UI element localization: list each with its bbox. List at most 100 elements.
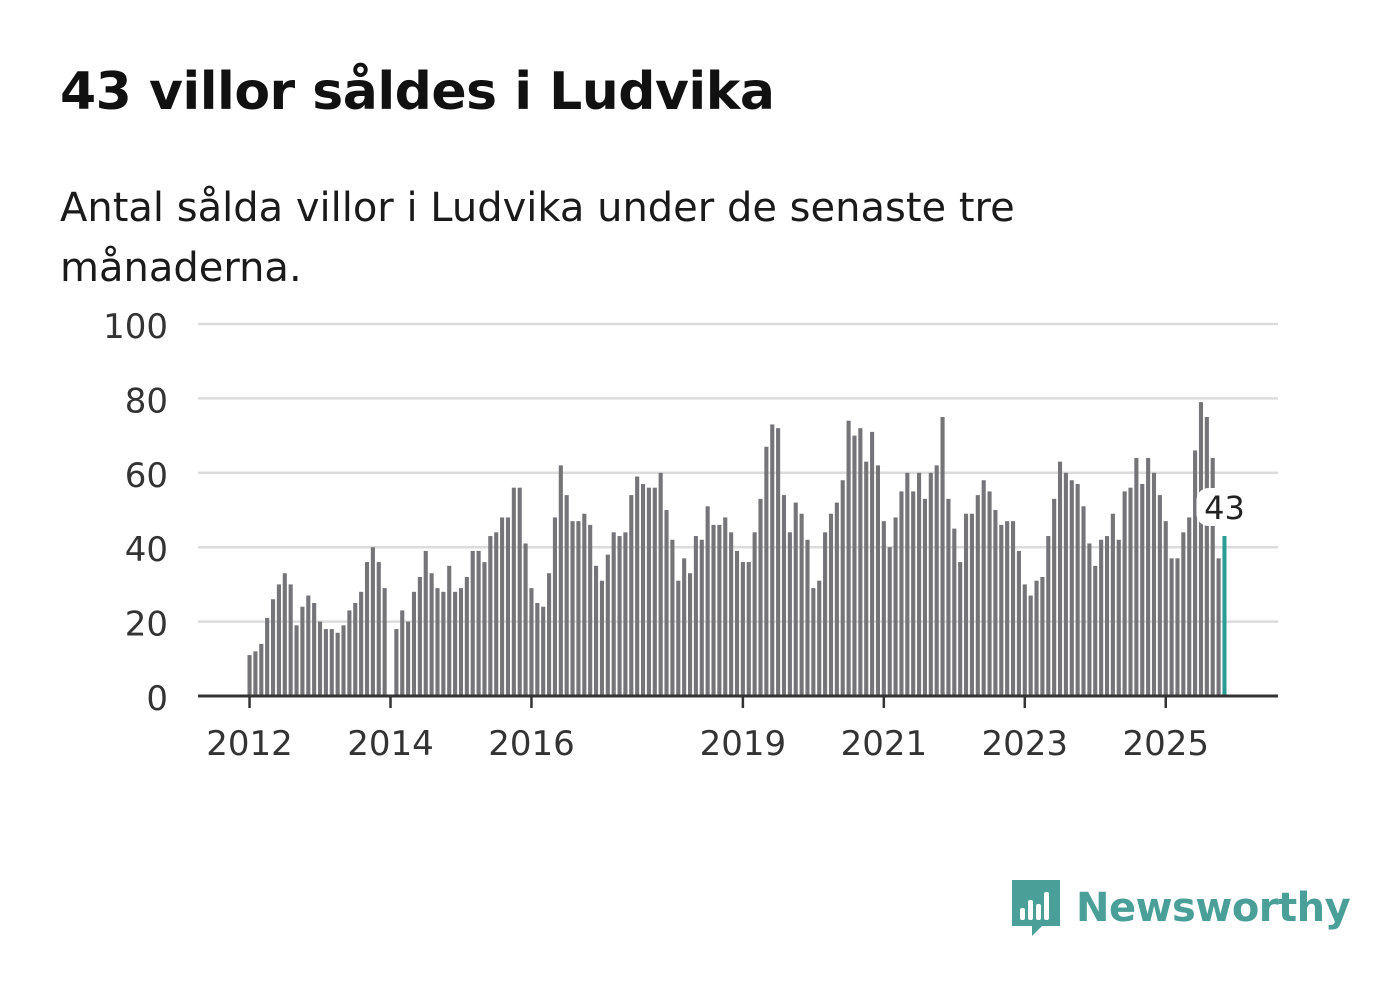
bar <box>341 625 346 696</box>
bar <box>823 532 828 696</box>
bar <box>981 480 986 696</box>
bar <box>323 629 328 696</box>
bar <box>905 472 910 696</box>
bar <box>676 580 681 696</box>
bar <box>658 472 663 696</box>
bar <box>570 521 575 696</box>
bar-highlight <box>1222 536 1227 696</box>
bar <box>652 487 657 696</box>
bar <box>505 517 511 696</box>
bar <box>576 521 581 696</box>
bar <box>558 465 563 696</box>
bar <box>253 651 258 696</box>
y-tick-label: 60 <box>125 456 168 496</box>
bar <box>500 517 505 696</box>
bar <box>470 550 475 696</box>
bar <box>1169 558 1174 696</box>
bars <box>247 402 1227 696</box>
bar <box>276 584 281 696</box>
bar <box>1204 417 1209 696</box>
bar <box>417 576 422 696</box>
bar <box>535 603 540 696</box>
bar <box>547 573 552 696</box>
bar <box>1163 521 1168 696</box>
bar <box>1140 483 1145 696</box>
bar <box>265 617 270 696</box>
bar <box>993 510 998 696</box>
bar <box>687 573 693 696</box>
bar <box>934 465 939 696</box>
chart-title: 43 villor såldes i Ludvika <box>60 62 775 122</box>
x-axis-ticks: 2012 2014 2016 2019 2021 2023 2025 <box>206 696 1209 764</box>
bar <box>306 595 311 696</box>
bar <box>582 513 587 696</box>
bar <box>922 498 927 696</box>
bar <box>629 495 634 696</box>
bar <box>635 476 640 696</box>
bar <box>599 580 604 696</box>
bar <box>1052 498 1057 696</box>
bar <box>870 431 875 696</box>
newsworthy-logo-text: Newsworthy <box>1076 885 1351 931</box>
bar <box>1099 539 1104 696</box>
x-tick-label: 2021 <box>841 724 928 764</box>
bar <box>723 517 728 696</box>
bar <box>975 495 980 696</box>
bar <box>335 632 340 696</box>
bar <box>1005 521 1010 696</box>
bar <box>840 480 845 696</box>
bar <box>1193 450 1198 696</box>
bar <box>529 588 534 696</box>
bar <box>776 428 781 696</box>
x-tick-label: 2019 <box>700 724 787 764</box>
newsworthy-logo-icon <box>1012 880 1060 936</box>
bar <box>347 610 352 696</box>
bar <box>999 524 1004 696</box>
bar <box>1187 517 1192 696</box>
bar <box>447 565 452 696</box>
bar <box>435 588 440 696</box>
bar <box>1093 565 1098 696</box>
bar <box>817 580 822 696</box>
bar <box>793 502 798 696</box>
bar <box>423 550 428 696</box>
bar <box>640 483 646 696</box>
bar <box>294 625 299 696</box>
bar <box>259 643 264 696</box>
bar <box>429 573 434 696</box>
bar <box>911 491 916 696</box>
bar <box>564 495 569 696</box>
bar <box>1110 513 1115 696</box>
bar <box>623 532 628 696</box>
bar <box>852 435 857 696</box>
x-tick-label: 2012 <box>206 724 293 764</box>
y-tick-label: 100 <box>103 307 168 347</box>
bar <box>282 573 287 696</box>
bar <box>646 487 651 696</box>
bar <box>764 446 769 696</box>
bar <box>799 513 804 696</box>
bar <box>846 420 851 696</box>
bar <box>523 543 528 696</box>
bar <box>1069 480 1074 696</box>
y-tick-label: 0 <box>146 679 168 719</box>
bar <box>1063 472 1068 696</box>
bar <box>734 550 740 696</box>
bar <box>464 576 469 696</box>
bar <box>1034 580 1039 696</box>
bar <box>664 510 669 696</box>
bar <box>1057 461 1063 696</box>
y-tick-label: 20 <box>125 605 168 645</box>
bar <box>787 532 792 696</box>
bar <box>1010 521 1016 696</box>
bar <box>400 610 405 696</box>
bar <box>699 539 704 696</box>
bar <box>887 547 892 696</box>
x-tick-label: 2016 <box>488 724 575 764</box>
bar <box>1146 457 1151 696</box>
bar <box>1134 457 1139 696</box>
bar <box>441 591 446 696</box>
bar <box>1175 558 1180 696</box>
bar <box>1216 558 1221 696</box>
